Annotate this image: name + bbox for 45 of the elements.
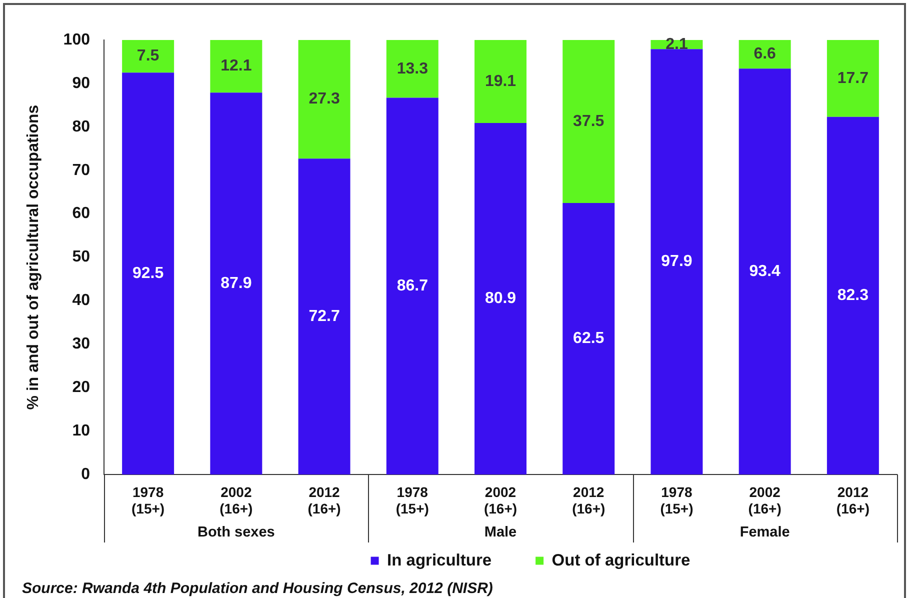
y-tick-label: 70 xyxy=(72,162,90,179)
x-tick-label: 1978 (15+) xyxy=(132,484,165,517)
y-tick-label: 80 xyxy=(72,118,90,136)
data-label: 2.1 xyxy=(666,36,688,53)
y-axis-title: % in and out of agricultural occupations xyxy=(25,104,42,410)
data-label: 93.4 xyxy=(749,262,781,280)
x-tick-label: 2012 (16+) xyxy=(308,484,341,517)
y-tick-label: 40 xyxy=(72,292,90,310)
x-tick-label: 2002 (16+) xyxy=(484,484,518,517)
text: Female xyxy=(740,524,790,540)
text: Both sexes xyxy=(197,524,275,540)
data-label: 62.5 xyxy=(573,330,604,348)
data-label: 12.1 xyxy=(220,58,252,75)
x-tick-label: 2002 (16+) xyxy=(748,484,782,517)
data-label: 19.1 xyxy=(484,72,516,90)
data-label: 82.3 xyxy=(837,287,869,304)
data-label: 86.7 xyxy=(396,278,428,295)
x-tick-label: 1978 (15+) xyxy=(660,484,694,517)
source-note: Source: Rwanda 4th Population and Housing Census, 2012 (NISR) xyxy=(22,580,493,598)
text: Male xyxy=(484,524,517,540)
data-label: 13.3 xyxy=(396,60,428,78)
data-label: 37.5 xyxy=(573,112,604,130)
x-tick-label: 2012 (16+) xyxy=(836,484,870,517)
data-label: 27.3 xyxy=(308,90,340,108)
data-label: 6.6 xyxy=(754,46,776,63)
data-label: 72.7 xyxy=(308,308,340,325)
legend-label: In agriculture xyxy=(387,551,492,570)
y-tick-label: 60 xyxy=(72,205,90,222)
y-tick-label: 0 xyxy=(81,466,90,483)
data-label: 92.5 xyxy=(132,264,164,282)
data-label: 80.9 xyxy=(484,290,516,308)
y-tick-label: 10 xyxy=(72,422,90,440)
y-tick-label: 100 xyxy=(63,31,90,48)
x-tick-label: 2002 (16+) xyxy=(220,484,253,517)
data-label: 17.7 xyxy=(837,70,869,87)
legend-label: Out of agriculture xyxy=(552,551,690,570)
y-tick-label: 30 xyxy=(72,336,90,353)
data-label: 87.9 xyxy=(220,274,252,292)
data-label: 7.5 xyxy=(136,48,160,65)
y-tick-label: 20 xyxy=(72,379,90,396)
x-tick-label: 1978 (15+) xyxy=(396,484,429,517)
x-tick-label: 2012 (16+) xyxy=(572,484,606,517)
data-label: 97.9 xyxy=(661,253,692,270)
y-tick-label: 90 xyxy=(72,74,90,92)
y-tick-label: 50 xyxy=(72,248,90,266)
